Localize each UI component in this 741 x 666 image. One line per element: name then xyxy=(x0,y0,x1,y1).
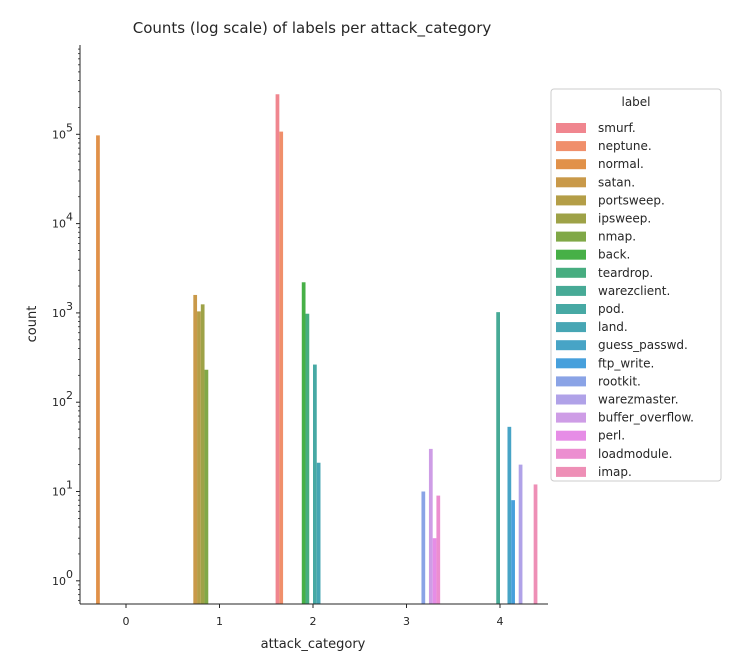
legend-label-back: back. xyxy=(598,248,630,262)
legend-swatch-neptune xyxy=(556,141,586,152)
legend-label-pod: pod. xyxy=(598,302,624,316)
legend-swatch-satan xyxy=(556,177,586,188)
legend-swatch-warezmaster xyxy=(556,394,586,405)
x-axis-label: attack_category xyxy=(261,637,366,652)
y-tick-label: 10 xyxy=(52,575,66,588)
legend-label-buffer-overflow: buffer_overflow. xyxy=(598,411,694,425)
legend-label-smurf: smurf. xyxy=(598,121,636,135)
legend-swatch-ftp-write xyxy=(556,358,586,369)
legend-label-normal: normal. xyxy=(598,157,644,171)
legend-label-teardrop: teardrop. xyxy=(598,266,653,280)
bar-ftp-write-cat-4 xyxy=(511,500,515,604)
legend-label-neptune: neptune. xyxy=(598,139,652,153)
legend-swatch-perl xyxy=(556,430,586,441)
legend-swatch-imap xyxy=(556,466,586,477)
y-tick-label: 10 xyxy=(52,128,66,141)
legend-label-portsweep: portsweep. xyxy=(598,193,665,207)
legend-label-satan: satan. xyxy=(598,175,635,189)
bar-buffer-overflow-cat-3 xyxy=(428,448,433,604)
legend-swatch-smurf xyxy=(556,123,586,133)
legend-label-warezclient: warezclient. xyxy=(598,284,670,298)
legend-label-guess-passwd: guess_passwd. xyxy=(598,338,688,352)
bar-satan-cat-1 xyxy=(193,294,198,604)
bar-guess-passwd-cat-4 xyxy=(507,426,512,604)
bar-land-cat-2 xyxy=(316,462,321,604)
bars-layer xyxy=(96,94,538,605)
bar-nmap-cat-1 xyxy=(204,369,209,604)
y-tick-exponent: 3 xyxy=(66,300,73,313)
bar-teardrop-cat-2 xyxy=(305,313,310,604)
y-axis-label: count xyxy=(25,306,40,343)
x-tick-label: 1 xyxy=(216,615,223,628)
legend-label-land: land. xyxy=(598,320,628,334)
legend-label-rootkit: rootkit. xyxy=(598,374,641,388)
x-tick-label: 3 xyxy=(403,615,410,628)
y-tick-exponent: 2 xyxy=(66,389,73,402)
legend-swatch-warezclient xyxy=(556,285,586,296)
chart-title: Counts (log scale) of labels per attack_… xyxy=(133,19,492,38)
legend-label-ipsweep: ipsweep. xyxy=(598,212,651,226)
y-tick-label: 10 xyxy=(52,486,66,499)
legend-swatch-rootkit xyxy=(556,376,586,387)
legend-label-imap: imap. xyxy=(598,465,632,479)
legend-swatch-nmap xyxy=(556,231,586,242)
legend-swatch-land xyxy=(556,322,586,333)
bar-smurf-cat-2 xyxy=(275,94,280,604)
x-tick-label: 2 xyxy=(310,615,317,628)
legend-label-ftp-write: ftp_write. xyxy=(598,356,654,370)
x-tick-label: 0 xyxy=(123,615,130,628)
bar-perl-cat-3 xyxy=(432,538,437,604)
legend-swatch-pod xyxy=(556,304,586,314)
y-tick-label: 10 xyxy=(52,218,66,231)
legend-swatch-back xyxy=(556,249,586,260)
legend-swatch-guess-passwd xyxy=(556,340,586,351)
legend-label-loadmodule: loadmodule. xyxy=(598,447,672,461)
x-tick-label: 4 xyxy=(497,615,504,628)
bar-normal-cat-0 xyxy=(96,135,100,604)
legend-swatch-buffer-overflow xyxy=(556,412,586,423)
bar-warezmaster-cat-4 xyxy=(518,464,523,604)
legend-swatch-teardrop xyxy=(556,267,586,278)
bar-neptune-cat-2 xyxy=(279,131,284,605)
bar-pod-cat-2 xyxy=(313,364,317,604)
y-tick-exponent: 1 xyxy=(66,479,73,492)
legend-frame xyxy=(550,88,722,482)
y-tick-exponent: 0 xyxy=(66,568,73,581)
bar-ipsweep-cat-1 xyxy=(200,304,205,604)
legend-swatch-ipsweep xyxy=(556,213,586,224)
legend: label smurf. neptune. normal. satan. portswee… xyxy=(550,88,722,482)
bar-imap-cat-4 xyxy=(533,484,538,604)
legend-title: label xyxy=(621,95,650,109)
legend-label-warezmaster: warezmaster. xyxy=(598,393,679,407)
bar-warezclient-cat-4 xyxy=(496,312,500,604)
legend-swatch-normal xyxy=(556,159,586,170)
legend-swatch-portsweep xyxy=(556,195,586,206)
legend-label-perl: perl. xyxy=(598,429,625,443)
legend-label-nmap: nmap. xyxy=(598,230,636,244)
bar-loadmodule-cat-3 xyxy=(436,495,441,604)
legend-swatch-loadmodule xyxy=(556,448,586,459)
y-tick-label: 10 xyxy=(52,396,66,409)
bar-back-cat-2 xyxy=(301,282,306,604)
bar-portsweep-cat-1 xyxy=(197,311,201,604)
bar-rootkit-cat-3 xyxy=(421,491,426,604)
y-tick-exponent: 5 xyxy=(66,121,73,134)
y-tick-label: 10 xyxy=(52,307,66,320)
y-tick-exponent: 4 xyxy=(66,211,73,224)
